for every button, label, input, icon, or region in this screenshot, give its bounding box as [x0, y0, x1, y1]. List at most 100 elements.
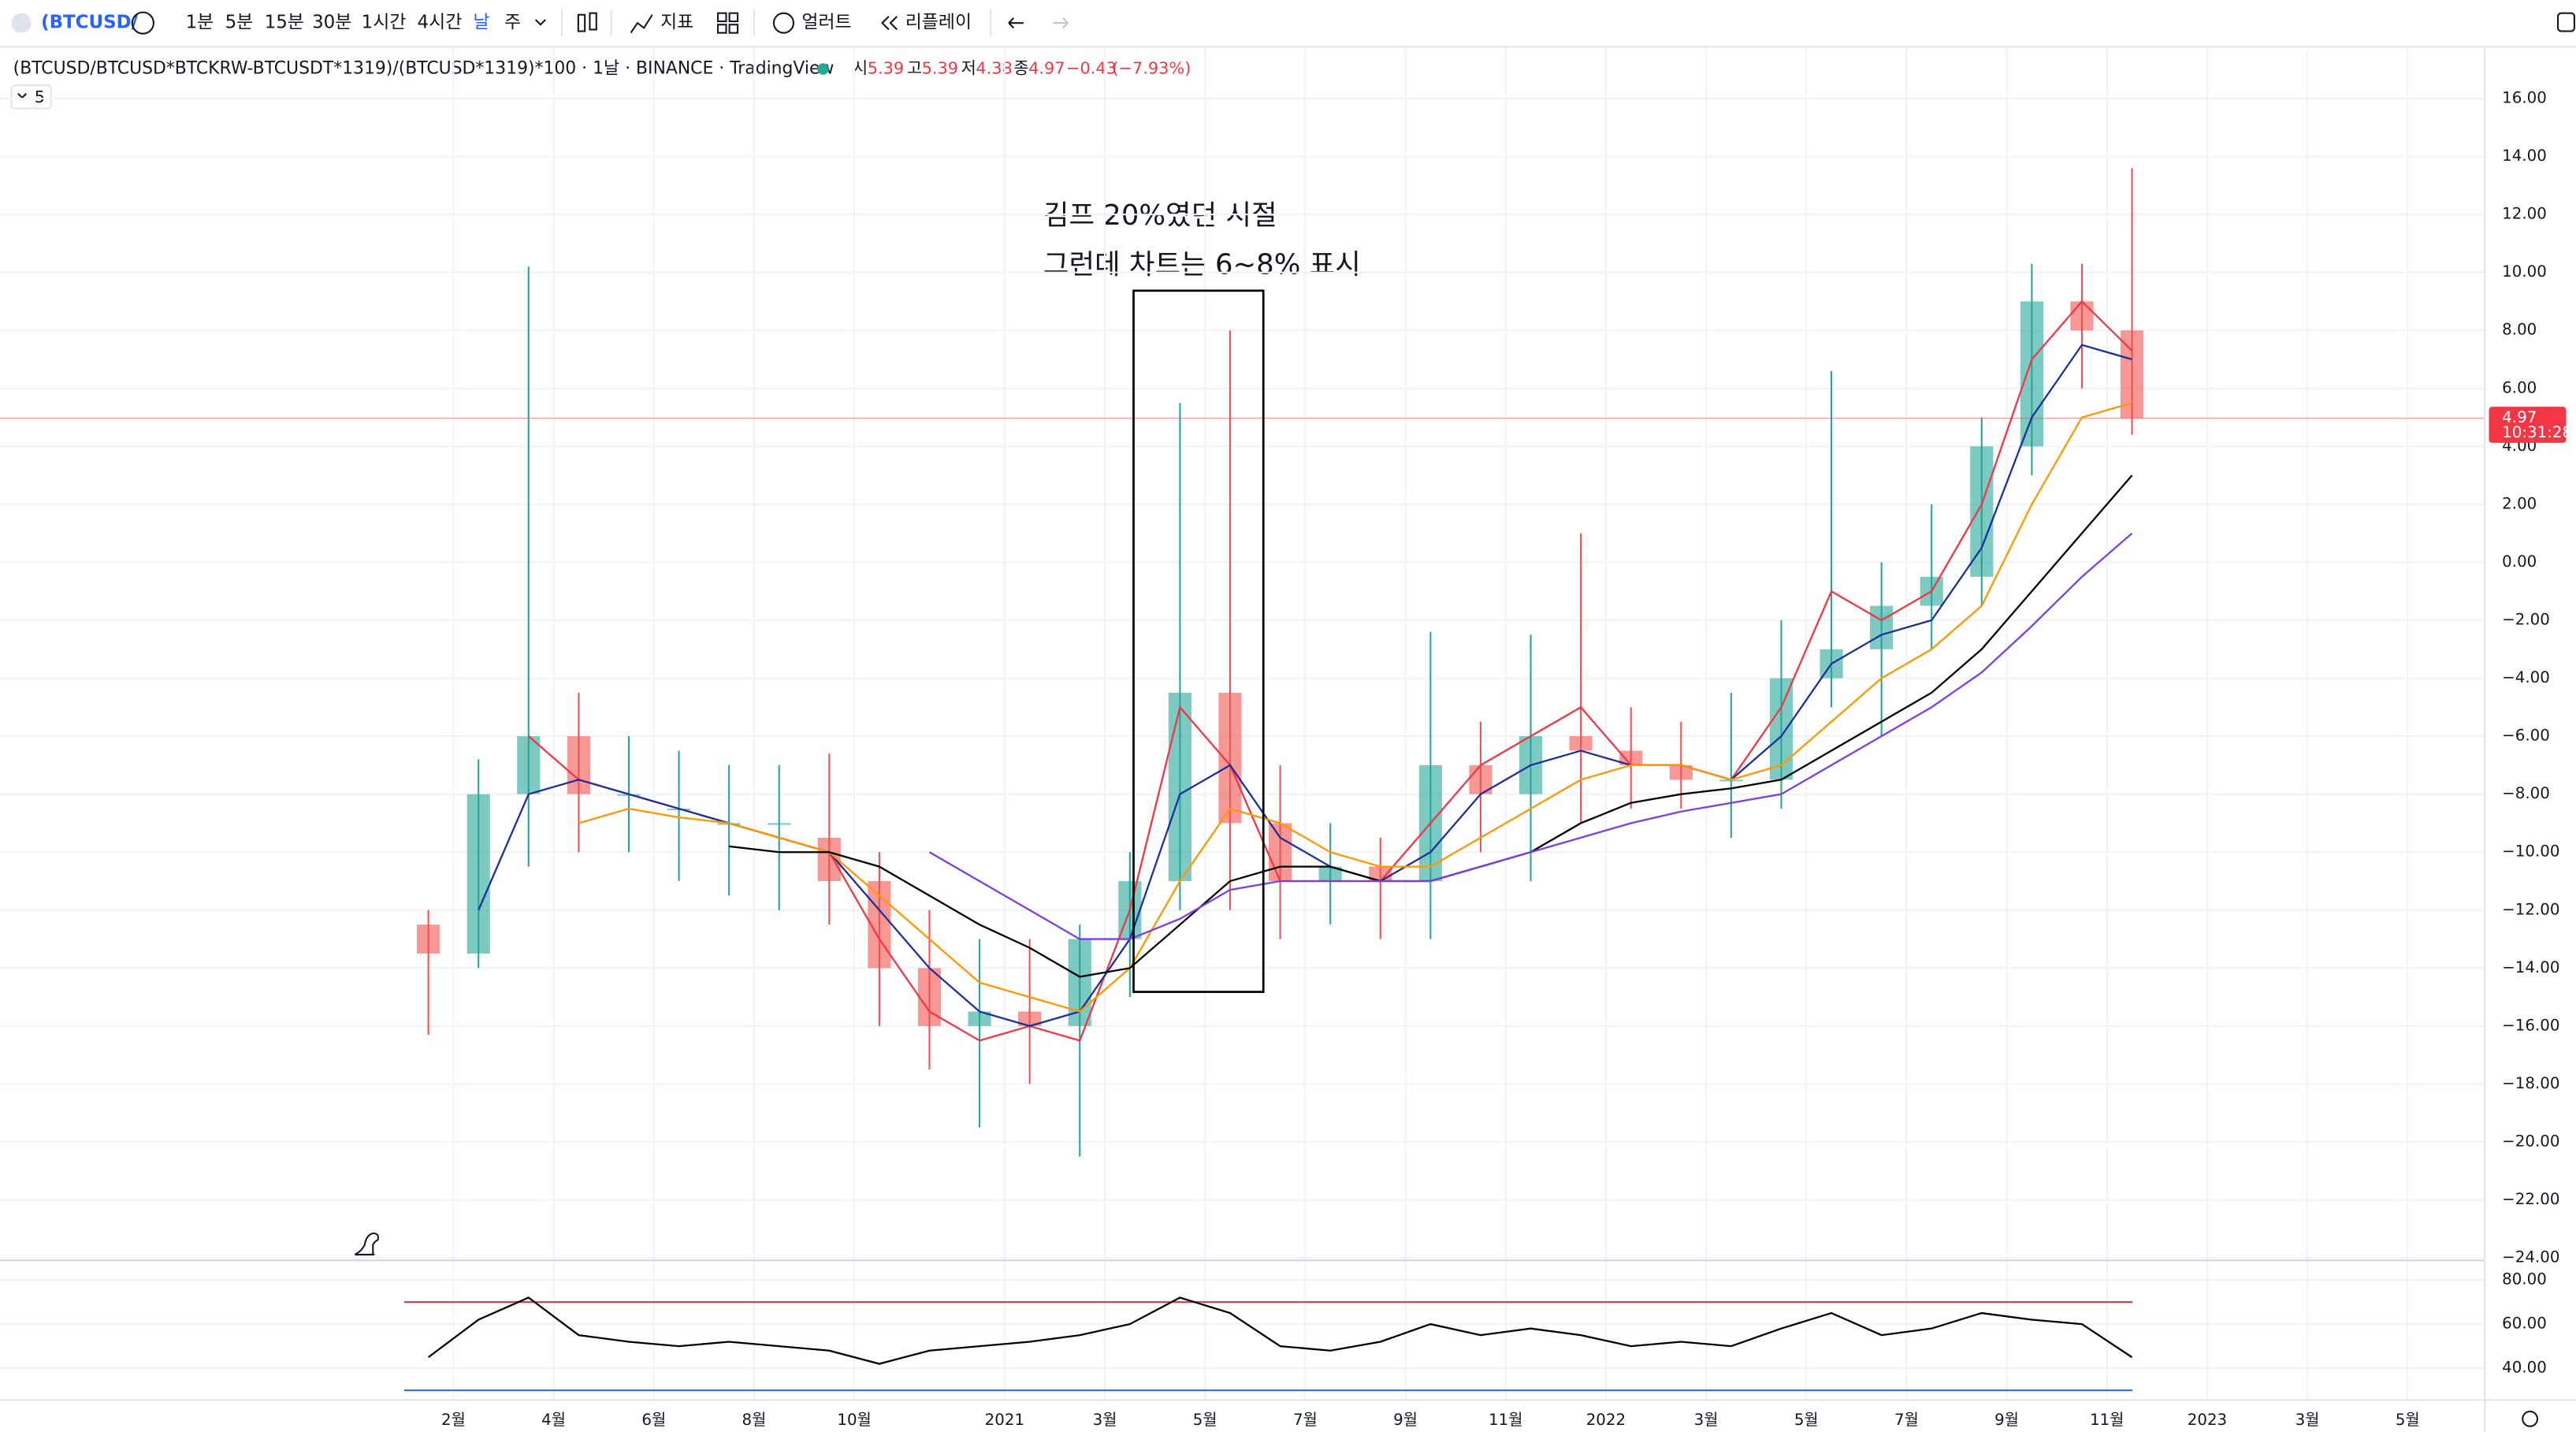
candle-body	[467, 794, 490, 954]
x-tick-label: 9월	[1994, 1411, 2019, 1429]
symbol[interactable]: (BTCUSD/	[41, 13, 139, 33]
x-tick-label: 4월	[541, 1411, 566, 1429]
indicators[interactable]: 지표	[660, 13, 693, 33]
last-price-badge	[2489, 407, 2567, 443]
candle-body	[1168, 692, 1192, 882]
y-tick-label: −18.00	[2502, 1074, 2559, 1092]
x-tick-label: 5월	[1193, 1411, 1217, 1429]
x-tick-label: 6월	[641, 1411, 666, 1429]
rsi-tick-label: 80.00	[2502, 1270, 2547, 1289]
x-tick-label: 7월	[1293, 1411, 1318, 1429]
logo	[354, 1232, 379, 1256]
last-price-time: 10:31:28	[2502, 423, 2572, 441]
ohlc-label: 종	[1013, 59, 1028, 78]
change: −0.43	[1066, 59, 1117, 78]
y-tick-label: 6.00	[2502, 378, 2537, 396]
rsi-tick-label: 40.00	[2502, 1359, 2547, 1377]
ohlc-label: 고	[907, 59, 922, 78]
candle-body	[1569, 736, 1593, 751]
interval[interactable]: 30분	[312, 13, 351, 33]
x-tick-label: 5월	[1794, 1411, 1819, 1429]
x-tick-label: 2021	[985, 1411, 1024, 1429]
candle-body	[1318, 866, 1342, 882]
symbol-icon	[11, 13, 32, 33]
fullscreen[interactable]	[2557, 12, 2575, 32]
interval[interactable]: 5분	[225, 13, 254, 33]
annotation: 그런데 차트는 6~8% 표시	[1043, 249, 1361, 281]
candle-body	[567, 736, 590, 794]
x-tick-label: 3월	[2295, 1411, 2320, 1429]
candle-body	[1218, 692, 1242, 824]
y-tick-label: 16.00	[2502, 89, 2547, 107]
annotation-box	[1132, 289, 1265, 993]
x-tick-label: 3월	[1694, 1411, 1719, 1429]
legend-title: (BTCUSD/BTCUSD*BTCKRW-BTCUSDT*1319)/(BTC…	[13, 59, 835, 79]
x-tick-label: 11월	[2090, 1411, 2124, 1429]
y-tick-label: 2.00	[2502, 494, 2537, 512]
ohlc-value: 4.97	[1028, 59, 1065, 78]
rsi-line	[427, 1296, 2133, 1365]
interval-active[interactable]: 날	[473, 13, 489, 33]
annotation: 김프 20%였던 시절	[1043, 199, 1277, 232]
candle-body	[1269, 823, 1292, 882]
candle-body	[2020, 301, 2043, 447]
candle-body	[1769, 678, 1794, 780]
layout-icon[interactable]	[717, 12, 739, 34]
indicator-count: 5	[35, 87, 45, 106]
y-tick-label: −24.00	[2502, 1248, 2559, 1266]
alert-icon[interactable]	[772, 12, 795, 34]
add-symbol[interactable]	[131, 11, 154, 35]
indicator-icon[interactable]	[630, 14, 653, 34]
replay-icon[interactable]	[881, 16, 898, 31]
candle-body	[517, 736, 541, 794]
x-tick-label: 8월	[742, 1411, 767, 1429]
y-tick-label: −14.00	[2502, 958, 2559, 976]
change-percent: (−7.93%)	[1112, 59, 1191, 78]
rsi-tick-label: 60.00	[2502, 1315, 2547, 1333]
y-tick-label: −6.00	[2502, 727, 2550, 745]
y-tick-label: 0.00	[2502, 552, 2537, 571]
toolbar: (BTCUSD/ 1분 5분 15분 30분 1시간 4시간 날 주 지표 얼러…	[0, 9, 2576, 48]
y-tick-label: −22.00	[2502, 1190, 2559, 1208]
x-tick-label: 5월	[2396, 1411, 2420, 1429]
y-tick-label: 12.00	[2502, 205, 2547, 223]
candle-body	[1018, 1011, 1042, 1026]
chart-type[interactable]	[577, 12, 597, 32]
moving-average	[928, 532, 2133, 940]
settings[interactable]	[2522, 1410, 2539, 1427]
x-tick-label: 11월	[1489, 1411, 1522, 1429]
interval[interactable]: 15분	[265, 13, 304, 33]
undo[interactable]	[1008, 17, 1024, 29]
interval[interactable]: 1분	[186, 13, 214, 33]
y-tick-label: −10.00	[2502, 842, 2559, 861]
y-tick-label: 10.00	[2502, 262, 2547, 281]
y-tick-label: −12.00	[2502, 900, 2559, 918]
y-tick-label: −4.00	[2502, 668, 2550, 686]
interval[interactable]: 4시간	[418, 13, 463, 33]
y-tick-label: 14.00	[2502, 147, 2547, 165]
moving-average	[578, 402, 2132, 1013]
legend-toggle[interactable]	[10, 84, 52, 110]
last-price-label: 4.97	[2502, 408, 2537, 426]
interval[interactable]: 주	[504, 13, 521, 33]
candle-body	[1970, 446, 1994, 577]
x-tick-label: 3월	[1093, 1411, 1117, 1429]
candle-body	[917, 968, 942, 1026]
alerts[interactable]: 얼러트	[801, 13, 851, 33]
x-tick-label: 2월	[441, 1411, 466, 1429]
ohlc-label: 시	[853, 59, 868, 78]
candle-body	[968, 1011, 991, 1026]
replay[interactable]: 리플레이	[905, 13, 972, 33]
x-tick-label: 2023	[2188, 1411, 2227, 1429]
redo[interactable]	[1053, 17, 1069, 29]
x-tick-label: 7월	[1894, 1411, 1919, 1429]
candle-body	[2070, 301, 2094, 331]
interval-menu[interactable]	[534, 19, 546, 26]
x-tick-label: 10월	[837, 1411, 871, 1429]
y-tick-label: 8.00	[2502, 321, 2537, 339]
y-tick-label: −2.00	[2502, 611, 2550, 629]
candle-body	[417, 924, 440, 954]
interval[interactable]: 1시간	[362, 13, 407, 33]
